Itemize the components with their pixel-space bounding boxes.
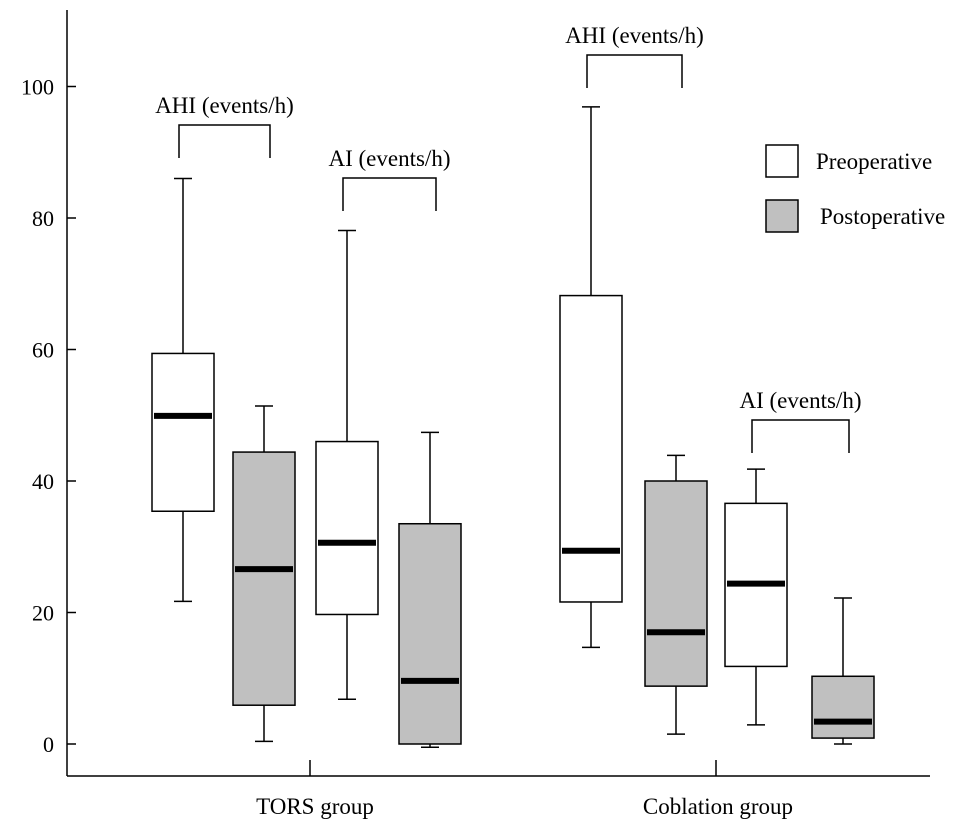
legend-swatch xyxy=(765,144,799,178)
y-tick-label: 0 xyxy=(43,732,54,757)
boxes xyxy=(151,106,875,749)
box-preoperative xyxy=(559,106,623,649)
legend-label: Preoperative xyxy=(816,149,932,174)
legend-swatch xyxy=(765,199,799,233)
measure-label: AHI (events/h) xyxy=(565,23,704,48)
legend-label: Postoperative xyxy=(820,204,945,229)
measure-bracket xyxy=(586,54,683,88)
y-tick-label: 100 xyxy=(21,75,54,100)
box-iqr xyxy=(151,352,215,512)
measure-label: AHI (events/h) xyxy=(155,93,294,118)
axes: 0 20 40 60 80 100 TORS group Coblation group xyxy=(21,10,930,819)
measure-bracket xyxy=(342,177,437,211)
box-postoperative xyxy=(811,597,875,745)
x-group-label: TORS group xyxy=(256,794,374,819)
box-postoperative xyxy=(398,431,462,749)
legend: Preoperative Postoperative xyxy=(765,144,945,233)
box-iqr xyxy=(811,675,875,739)
measure-bracket xyxy=(178,124,271,158)
y-tick-label: 20 xyxy=(32,601,54,626)
measure-label: AI (events/h) xyxy=(329,146,451,171)
box-postoperative xyxy=(232,405,296,743)
annotations: AHI (events/h) AI (events/h) AHI (events/h… xyxy=(155,23,862,453)
box-preoperative xyxy=(151,177,215,603)
box-iqr xyxy=(644,480,708,687)
box-iqr xyxy=(232,451,296,706)
box-iqr xyxy=(559,294,623,603)
y-tick-label: 80 xyxy=(32,206,54,231)
measure-label: AI (events/h) xyxy=(740,388,862,413)
box-preoperative xyxy=(315,229,379,701)
y-tick-label: 60 xyxy=(32,338,54,363)
measure-bracket xyxy=(751,419,850,453)
box-iqr xyxy=(398,522,462,745)
box-postoperative xyxy=(644,454,708,735)
x-group-label: Coblation group xyxy=(643,794,793,819)
y-tick-label: 40 xyxy=(32,469,54,494)
box-iqr xyxy=(315,440,379,616)
box-preoperative xyxy=(724,468,788,726)
